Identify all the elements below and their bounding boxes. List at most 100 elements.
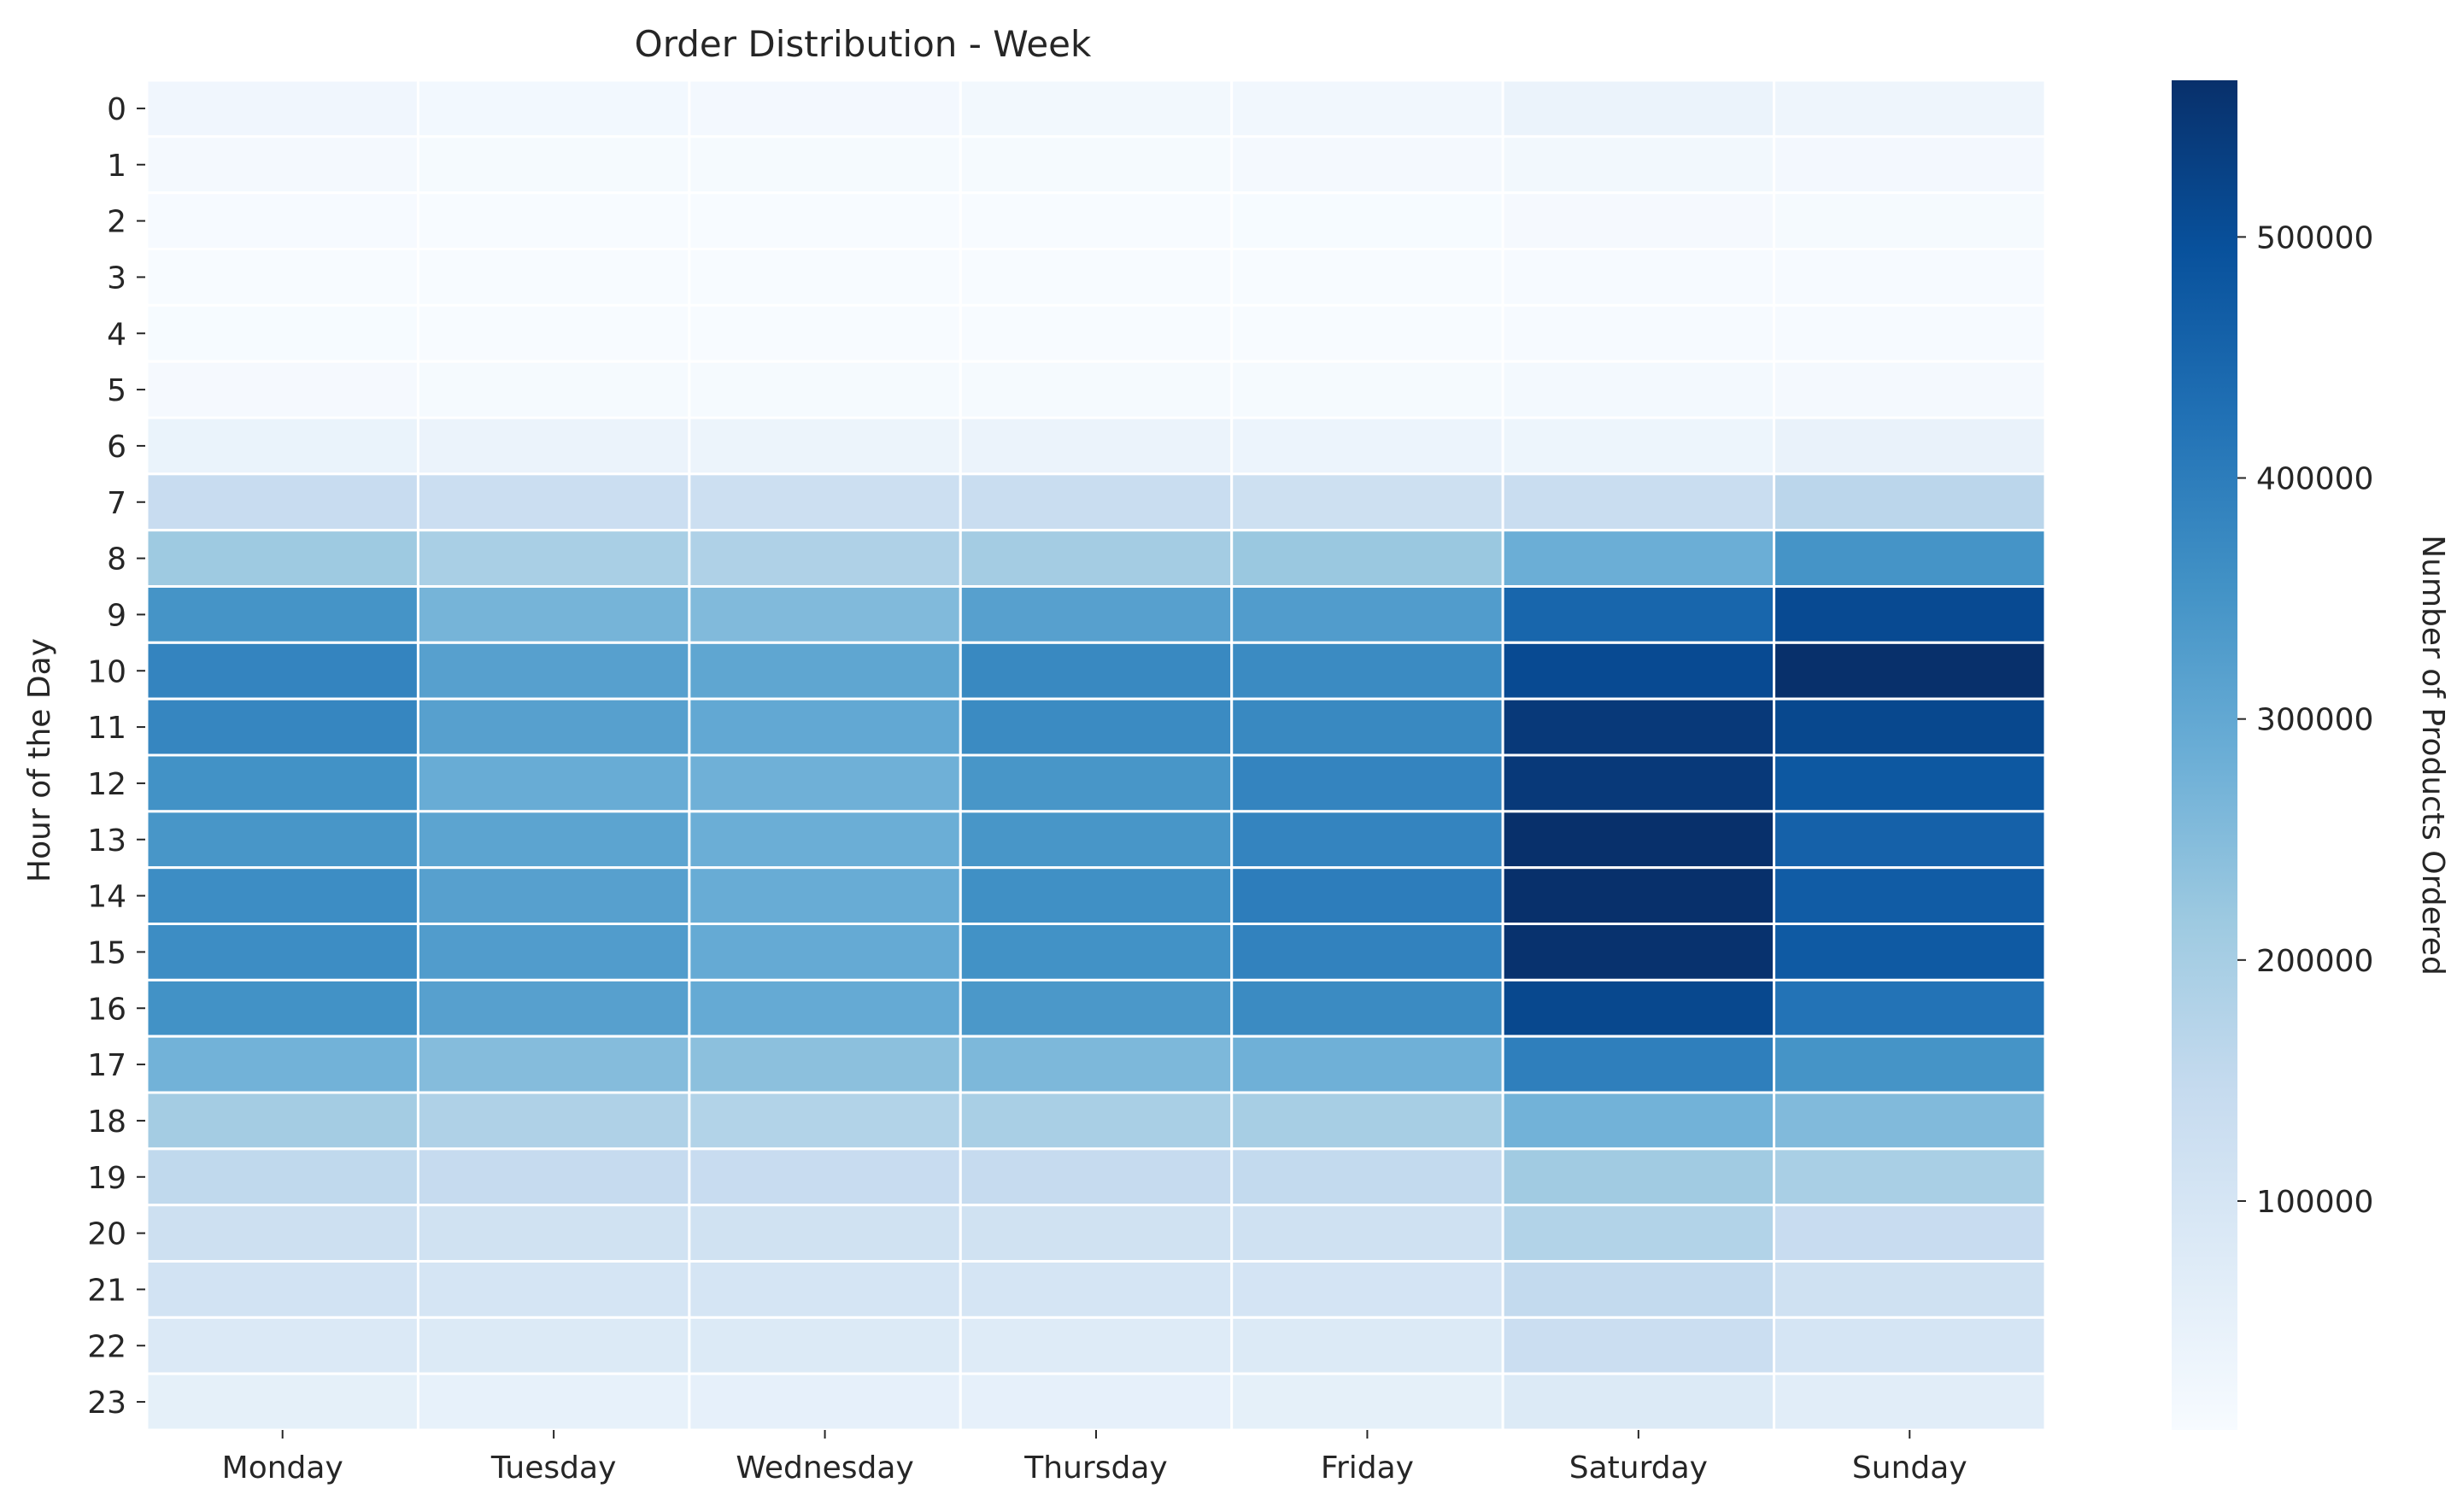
heatmap-cell xyxy=(688,1034,962,1094)
heatmap-cell xyxy=(1773,1316,2047,1375)
x-tick-label: Thursday xyxy=(1023,1450,1167,1486)
x-tick-label: Tuesday xyxy=(490,1450,616,1486)
heatmap-cell xyxy=(959,810,1234,870)
heatmap-cell xyxy=(959,641,1234,700)
heatmap-cell xyxy=(1773,1372,2047,1432)
heatmap-cell xyxy=(688,753,962,813)
heatmap-cell xyxy=(688,360,962,419)
heatmap-cell xyxy=(688,303,962,363)
heatmap-cell xyxy=(145,978,419,1038)
heatmap-cell xyxy=(416,1091,691,1151)
heatmap-cell xyxy=(1230,753,1504,813)
heatmap-cell xyxy=(1230,1147,1504,1207)
heatmap-cell xyxy=(959,1034,1234,1094)
x-tick-label: Friday xyxy=(1321,1450,1414,1486)
y-tick-label: 22 xyxy=(87,1329,126,1364)
heatmap-cell xyxy=(1501,753,1776,813)
y-tick-label: 12 xyxy=(87,767,126,802)
y-tick-label: 23 xyxy=(87,1386,126,1421)
y-tick-label: 15 xyxy=(87,935,126,970)
heatmap-cell xyxy=(1501,135,1776,195)
x-tick-label: Sunday xyxy=(1852,1450,1967,1486)
heatmap-cell xyxy=(688,697,962,757)
y-axis-label: Hour of the Day xyxy=(22,638,57,882)
heatmap-cell xyxy=(959,303,1234,363)
y-tick-label: 8 xyxy=(107,542,126,577)
x-tick-label: Wednesday xyxy=(736,1450,913,1486)
heatmap-cell xyxy=(1230,303,1504,363)
heatmap-cell xyxy=(1230,978,1504,1038)
heatmap-cell xyxy=(1773,1091,2047,1151)
heatmap-cell xyxy=(688,810,962,870)
heatmap-cell xyxy=(959,529,1234,589)
heatmap-cell xyxy=(416,135,691,195)
y-tick-label: 1 xyxy=(107,149,126,184)
y-tick-label: 2 xyxy=(107,205,126,240)
heatmap-cell xyxy=(416,923,691,982)
heatmap-cell xyxy=(145,641,419,700)
heatmap-cell xyxy=(959,79,1234,138)
heatmap-cell xyxy=(959,360,1234,419)
y-tick-label: 9 xyxy=(107,598,126,633)
heatmap-cell xyxy=(416,1034,691,1094)
heatmap-cell xyxy=(416,472,691,532)
heatmap-cell xyxy=(1230,79,1504,138)
heatmap-cell xyxy=(1230,641,1504,700)
y-tick-label: 16 xyxy=(87,992,126,1027)
heatmap-cell xyxy=(959,1204,1234,1263)
heatmap-cell xyxy=(959,191,1234,251)
heatmap-cell xyxy=(1230,1091,1504,1151)
heatmap-cell xyxy=(416,303,691,363)
heatmap-cell xyxy=(1230,1204,1504,1263)
x-tick-label: Saturday xyxy=(1569,1450,1708,1486)
heatmap-cell xyxy=(145,866,419,926)
colorbar-tick-label: 300000 xyxy=(2256,703,2373,738)
heatmap-cell xyxy=(1230,1034,1504,1094)
heatmap-cell xyxy=(145,1034,419,1094)
heatmap-cell xyxy=(959,753,1234,813)
heatmap-cell xyxy=(688,978,962,1038)
y-tick-label: 6 xyxy=(107,430,126,465)
heatmap-cell xyxy=(416,585,691,644)
heatmap-cell xyxy=(688,1091,962,1151)
heatmap-cell xyxy=(1230,1316,1504,1375)
heatmap-cell xyxy=(959,1372,1234,1432)
heatmap-cell xyxy=(1773,248,2047,307)
heatmap-cell xyxy=(688,1260,962,1319)
heatmap-cell xyxy=(145,303,419,363)
colorbar-tick-label: 500000 xyxy=(2256,220,2373,255)
heatmap-cell xyxy=(1773,923,2047,982)
heatmap-cell xyxy=(1230,585,1504,644)
heatmap-cell xyxy=(145,1147,419,1207)
heatmap-cell xyxy=(959,1260,1234,1319)
heatmap-cell xyxy=(1773,79,2047,138)
heatmap-cell xyxy=(1501,248,1776,307)
heatmap-cell xyxy=(1501,1204,1776,1263)
heatmap-cell xyxy=(1230,416,1504,476)
x-tick-label: Monday xyxy=(222,1450,343,1486)
x-axis: Monday Tuesday Wednesday Thursday Friday Satu… xyxy=(222,1430,1967,1486)
heatmap-cell xyxy=(145,360,419,419)
heatmap-cell xyxy=(1501,79,1776,138)
heatmap-cell xyxy=(959,697,1234,757)
heatmap-cell xyxy=(1501,529,1776,589)
heatmap-cell xyxy=(1501,360,1776,419)
heatmap-cell xyxy=(688,641,962,700)
heatmap-cell xyxy=(1773,360,2047,419)
heatmap-cell xyxy=(1501,1372,1776,1432)
heatmap-cell xyxy=(959,248,1234,307)
heatmap-cell xyxy=(688,1372,962,1432)
heatmap-cell xyxy=(145,416,419,476)
heatmap-cell xyxy=(1501,303,1776,363)
heatmap-cell xyxy=(145,191,419,251)
heatmap-cell xyxy=(416,248,691,307)
heatmap-cell xyxy=(688,585,962,644)
heatmap-cell xyxy=(1501,1147,1776,1207)
chart-title: Order Distribution - Week xyxy=(635,23,1092,65)
heatmap-cell xyxy=(145,248,419,307)
heatmap-cell xyxy=(959,1147,1234,1207)
heatmap-cell xyxy=(1773,1204,2047,1263)
heatmap-cell xyxy=(688,923,962,982)
heatmap-cell xyxy=(1230,697,1504,757)
